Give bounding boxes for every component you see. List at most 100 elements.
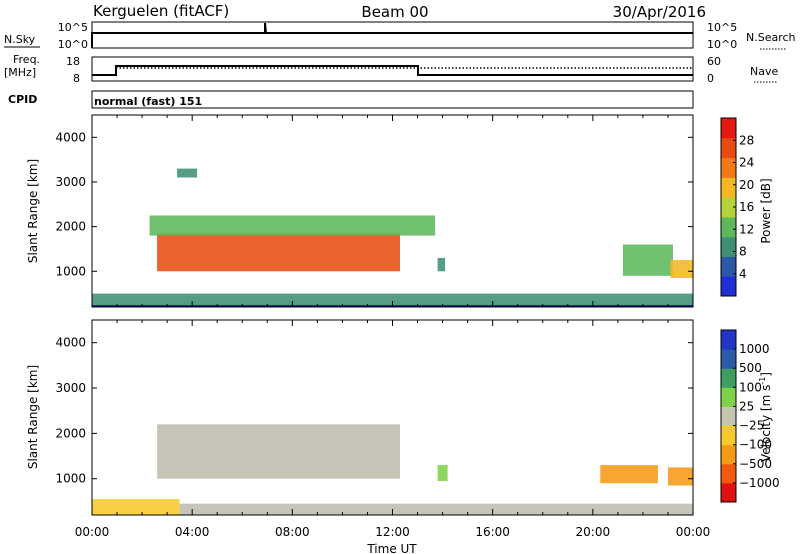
power-x-ticks — [91, 115, 694, 307]
velocity-colorbar-block — [721, 387, 736, 407]
power-colorbar-tick-label: 12 — [739, 222, 754, 236]
freq-label-2: [MHz] — [4, 66, 36, 79]
power-colorbar-block — [721, 197, 736, 218]
power-colorbar: 4 8 12 16 20 24 28 Power [dB] — [720, 117, 773, 297]
data-region-0-5 — [670, 260, 693, 278]
power-colorbar-block — [721, 157, 736, 178]
velocity-colorbar-ticks: 1000 500 100 25 −25 −100 −500 −1000 — [733, 342, 780, 490]
beam-title: Beam 00 — [361, 3, 428, 21]
velocity-colorbar-tick-label: 1000 — [739, 342, 770, 356]
velocity-colorbar-tick-label: 100 — [739, 380, 762, 394]
data-region-1-5 — [668, 467, 693, 486]
x-tick-label: 08:00 — [275, 525, 310, 539]
power-colorbar-block — [721, 276, 736, 297]
power-y-axis: 1000 2000 3000 4000 — [55, 130, 693, 278]
power-data-regions — [92, 168, 693, 307]
y-tick-label: 4000 — [55, 336, 86, 350]
y-tick-label: 1000 — [55, 264, 86, 278]
velocity-colorbar-label-end: ] — [759, 372, 773, 377]
x-tick-label: 12:00 — [375, 525, 410, 539]
velocity-colorbar-tick-label: 500 — [739, 361, 762, 375]
station-title: Kerguelen (fitACF) — [93, 2, 229, 20]
data-region-1-2 — [179, 503, 694, 515]
power-colorbar-tick-label: 16 — [739, 200, 754, 214]
data-region-1-3 — [437, 465, 448, 481]
velocity-colorbar-frame — [720, 329, 737, 503]
power-colorbar-block — [721, 236, 736, 257]
velocity-colorbar-blocks — [721, 330, 736, 503]
velocity-colorbar-block — [721, 425, 736, 446]
data-region-0-4 — [622, 244, 673, 276]
freq-panel — [91, 56, 694, 82]
y-tick-label: 2000 — [55, 220, 86, 234]
velocity-colorbar-block — [721, 482, 736, 503]
power-colorbar-tick-label: 28 — [739, 133, 754, 147]
velocity-colorbar-tick-label: −500 — [739, 457, 772, 471]
y-tick-label: 3000 — [55, 175, 86, 189]
freq-tick-top: 18 — [66, 55, 80, 68]
nsearch-label: N.Search — [746, 31, 796, 44]
power-colorbar-block — [721, 256, 736, 277]
data-region-1-0 — [157, 424, 400, 479]
velocity-x-axis: 00:00 04:00 08:00 12:00 16:00 20:00 00:00 — [75, 320, 711, 539]
power-colorbar-block — [721, 118, 736, 139]
y-tick-label: 1000 — [55, 472, 86, 486]
x-tick-label: 04:00 — [175, 525, 210, 539]
y-tick-label: 4000 — [55, 130, 86, 144]
nsearch-tick-top: 10^5 — [707, 21, 737, 34]
nave-tick-bottom: 0 — [707, 72, 714, 85]
data-region-0-2 — [92, 293, 693, 307]
x-tick-label: 00:00 — [75, 525, 110, 539]
power-colorbar-blocks — [721, 118, 736, 297]
velocity-colorbar-tick-label: −100 — [739, 438, 772, 452]
power-colorbar-block — [721, 137, 736, 159]
velocity-y-axis: 1000 2000 3000 4000 — [55, 336, 693, 486]
nsky-tick-bottom: 10^0 — [58, 38, 88, 51]
x-tick-label: 20:00 — [576, 525, 611, 539]
nsky-tick-top: 10^5 — [58, 21, 88, 34]
power-colorbar-tick-label: 20 — [739, 178, 754, 192]
velocity-colorbar-block — [721, 349, 736, 369]
freq-label-1: Freq. — [13, 53, 40, 66]
data-region-0-3 — [437, 257, 446, 272]
velocity-panel: 1000 2000 3000 4000 00:00 04:00 08:00 12:00 16:… — [26, 319, 711, 554]
velocity-colorbar-block — [721, 406, 736, 426]
power-colorbar-tick-label: 4 — [739, 267, 747, 281]
x-axis-title: Time UT — [366, 542, 417, 554]
velocity-colorbar-block — [721, 368, 736, 388]
velocity-colorbar: 1000 500 100 25 −25 −100 −500 −1000 Velocity [m… — [720, 329, 780, 503]
nsearch-tick-bottom: 10^0 — [707, 38, 737, 51]
nsky-trace — [91, 22, 693, 48]
velocity-colorbar-label-main: Velocity [m s — [759, 385, 773, 462]
nsky-panel — [91, 21, 694, 49]
velocity-colorbar-tick-label: −1000 — [739, 476, 780, 490]
power-colorbar-block — [721, 177, 736, 198]
data-region-0-6 — [177, 168, 198, 178]
power-colorbar-label: Power [dB] — [759, 178, 773, 243]
cpid-label: CPID — [8, 93, 37, 106]
power-colorbar-tick-label: 8 — [739, 245, 747, 259]
velocity-colorbar-block — [721, 463, 736, 484]
power-ylabel: Slant Range [km] — [26, 159, 40, 263]
power-colorbar-ticks: 4 8 12 16 20 24 28 — [733, 133, 754, 281]
cpid-value: normal (fast) 151 — [94, 95, 202, 108]
velocity-plot-area — [92, 320, 693, 515]
data-region-0-1 — [149, 215, 436, 236]
cpid-panel — [91, 90, 694, 109]
y-tick-label: 2000 — [55, 426, 86, 440]
nave-tick-top: 60 — [707, 55, 721, 68]
freq-trace — [92, 65, 693, 76]
nave-label: Nave — [750, 65, 778, 78]
velocity-ylabel: Slant Range [km] — [26, 365, 40, 469]
nsky-label: N.Sky — [4, 33, 36, 46]
velocity-colorbar-block — [721, 444, 736, 465]
velocity-colorbar-tick-label: −25 — [739, 419, 764, 433]
velocity-colorbar-label: Velocity [m s-1] — [758, 372, 773, 462]
x-tick-label: 00:00 — [676, 525, 711, 539]
x-tick-label: 16:00 — [475, 525, 510, 539]
date-title: 30/Apr/2016 — [613, 3, 706, 21]
velocity-data-regions — [92, 424, 694, 515]
data-region-1-4 — [600, 465, 658, 484]
power-plot-area — [92, 115, 693, 307]
